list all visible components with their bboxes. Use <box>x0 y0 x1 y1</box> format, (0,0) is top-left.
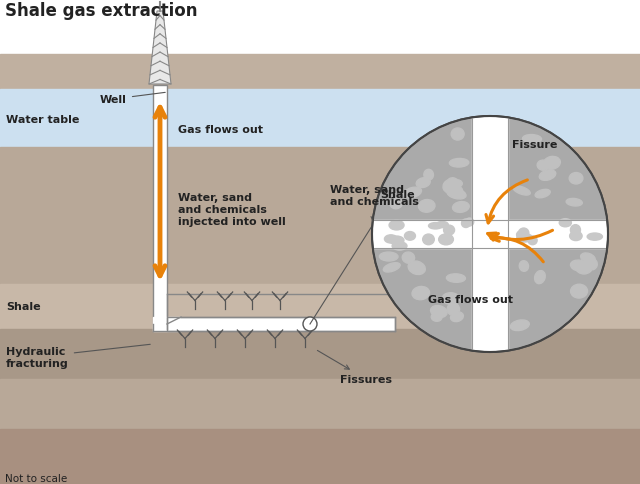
Ellipse shape <box>412 287 429 300</box>
Ellipse shape <box>416 178 430 188</box>
Ellipse shape <box>431 306 447 318</box>
Ellipse shape <box>442 293 460 305</box>
Ellipse shape <box>543 157 561 170</box>
Ellipse shape <box>465 219 474 227</box>
Ellipse shape <box>424 170 433 181</box>
Ellipse shape <box>570 260 588 272</box>
Ellipse shape <box>570 232 582 241</box>
Ellipse shape <box>451 129 464 141</box>
Ellipse shape <box>449 159 469 168</box>
Text: Water, sand
and chemicals: Water, sand and chemicals <box>330 184 419 206</box>
Ellipse shape <box>518 228 529 238</box>
Ellipse shape <box>402 253 415 264</box>
Ellipse shape <box>451 312 463 322</box>
Ellipse shape <box>576 262 592 274</box>
Text: Fissure: Fissure <box>512 140 557 150</box>
Bar <box>0 55 640 90</box>
Bar <box>472 117 508 352</box>
Ellipse shape <box>443 180 458 194</box>
Bar <box>0 90 640 148</box>
Text: Water, sand
and chemicals
injected into well: Water, sand and chemicals injected into … <box>178 193 285 226</box>
Ellipse shape <box>389 221 404 230</box>
Ellipse shape <box>559 219 572 227</box>
Ellipse shape <box>392 242 407 251</box>
Ellipse shape <box>447 179 458 189</box>
Ellipse shape <box>519 261 529 272</box>
Ellipse shape <box>385 235 397 243</box>
Ellipse shape <box>528 237 537 245</box>
Ellipse shape <box>452 202 469 213</box>
Ellipse shape <box>522 135 541 144</box>
Ellipse shape <box>447 303 460 316</box>
Ellipse shape <box>390 237 404 245</box>
Ellipse shape <box>587 234 602 241</box>
Ellipse shape <box>580 254 595 263</box>
Text: Gas flows out: Gas flows out <box>428 294 513 304</box>
Ellipse shape <box>447 274 465 283</box>
Ellipse shape <box>586 259 597 271</box>
Ellipse shape <box>419 200 435 213</box>
Ellipse shape <box>404 188 422 198</box>
Bar <box>0 329 640 379</box>
Bar <box>0 285 640 329</box>
Text: Hydraulic
fracturing: Hydraulic fracturing <box>6 345 150 368</box>
Ellipse shape <box>444 181 457 190</box>
Ellipse shape <box>431 313 442 322</box>
Ellipse shape <box>566 199 582 207</box>
Ellipse shape <box>569 173 583 184</box>
Circle shape <box>372 117 608 352</box>
Ellipse shape <box>537 161 549 171</box>
Polygon shape <box>149 12 171 85</box>
Ellipse shape <box>444 226 454 236</box>
Ellipse shape <box>516 231 527 240</box>
Bar <box>153 318 181 332</box>
Ellipse shape <box>390 199 403 209</box>
Bar <box>372 221 608 248</box>
Text: Shale: Shale <box>6 302 40 311</box>
Ellipse shape <box>448 186 463 198</box>
Ellipse shape <box>534 271 545 284</box>
Text: Not to scale: Not to scale <box>5 473 67 483</box>
Bar <box>0 0 640 55</box>
Text: Shale: Shale <box>380 190 415 199</box>
Ellipse shape <box>380 253 398 261</box>
Ellipse shape <box>436 222 448 228</box>
Text: Gas flows out: Gas flows out <box>178 125 263 135</box>
Bar <box>167 318 395 332</box>
Circle shape <box>373 118 607 351</box>
Ellipse shape <box>516 234 532 242</box>
Ellipse shape <box>438 234 453 245</box>
Ellipse shape <box>408 261 426 275</box>
Ellipse shape <box>461 220 470 228</box>
Bar <box>0 148 640 285</box>
Ellipse shape <box>429 223 442 229</box>
Ellipse shape <box>383 263 400 272</box>
Ellipse shape <box>449 180 462 188</box>
Circle shape <box>303 318 317 332</box>
Ellipse shape <box>540 170 556 181</box>
Ellipse shape <box>510 320 529 331</box>
Ellipse shape <box>447 189 466 199</box>
Text: Fissures: Fissures <box>317 351 392 384</box>
Ellipse shape <box>571 285 588 299</box>
Ellipse shape <box>404 232 415 241</box>
Ellipse shape <box>535 190 550 198</box>
Text: Water table: Water table <box>6 115 79 125</box>
Ellipse shape <box>570 225 580 236</box>
Bar <box>0 379 640 429</box>
Bar <box>0 429 640 484</box>
Text: Well: Well <box>100 93 165 105</box>
Ellipse shape <box>513 186 531 196</box>
Ellipse shape <box>422 235 435 245</box>
Text: Shale gas extraction: Shale gas extraction <box>5 2 198 20</box>
Bar <box>153 86 167 324</box>
